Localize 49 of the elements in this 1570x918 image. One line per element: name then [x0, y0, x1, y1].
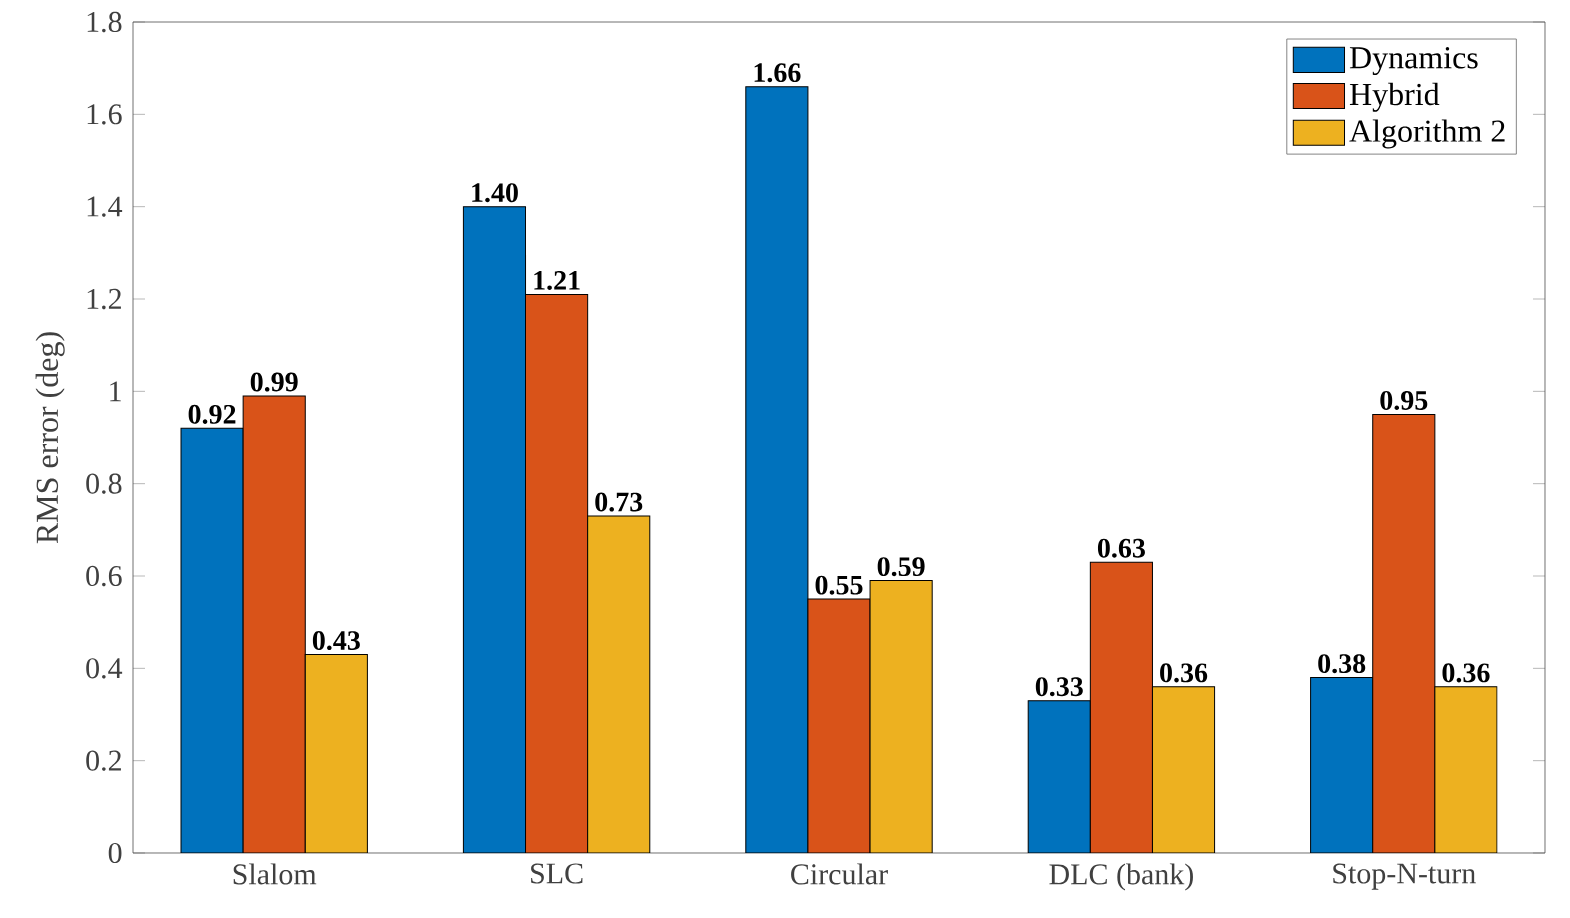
data-label: 0.95	[1380, 390, 1428, 411]
x-tick-label: DLC (bank)	[1049, 863, 1193, 891]
bar	[745, 86, 809, 853]
bar	[587, 515, 651, 853]
bar	[1028, 700, 1091, 853]
bar	[1152, 686, 1215, 853]
bar	[1310, 677, 1374, 853]
bar	[242, 395, 306, 853]
bar	[462, 206, 527, 853]
data-label: 0.59	[877, 557, 925, 577]
bar	[1434, 686, 1498, 853]
y-tick-label: 1	[110, 381, 121, 402]
data-label: 1.66	[754, 63, 801, 83]
legend-label: Hybrid	[1349, 82, 1440, 112]
legend-label: Algorithm 2	[1349, 119, 1505, 149]
data-label: 0.55	[815, 575, 863, 595]
x-tick-label: Circular	[791, 863, 888, 885]
y-tick-label: 1.4	[87, 196, 123, 217]
y-tick-label: 1.8	[87, 11, 122, 33]
x-tick-label: Stop-N-turn	[1333, 863, 1476, 890]
bar	[1372, 413, 1436, 853]
bar	[869, 580, 933, 853]
data-label: 0.36	[1160, 663, 1208, 683]
data-label: 0.36	[1442, 663, 1490, 683]
y-tick-label: 0.2	[86, 750, 121, 771]
y-tick-label: 0	[108, 842, 122, 864]
bar	[807, 598, 871, 853]
legend-label: Dynamics	[1349, 47, 1478, 76]
x-tick-label: SLC	[531, 863, 583, 884]
x-tick-label: Slalom	[233, 863, 317, 885]
data-label: 0.63	[1097, 538, 1145, 558]
data-label: 0.33	[1035, 677, 1083, 697]
y-tick-label: 0.4	[86, 658, 123, 679]
bar	[525, 293, 589, 853]
bar	[180, 427, 244, 853]
y-tick-label: 1.2	[87, 288, 121, 310]
data-label: 0.38	[1318, 654, 1366, 674]
data-label: 0.73	[595, 492, 643, 512]
data-label: 1.21	[534, 271, 580, 290]
data-label: 0.99	[250, 372, 298, 392]
y-tick-label: 1.6	[87, 104, 122, 125]
data-label: 1.40	[472, 183, 518, 203]
bar	[1090, 562, 1153, 853]
bar	[304, 653, 368, 853]
data-label: 0.92	[188, 404, 236, 424]
data-label: 0.43	[312, 631, 360, 651]
y-tick-label: 0.6	[86, 565, 122, 587]
y-axis-title: RMS error (deg)	[35, 332, 65, 544]
y-tick-label: 0.8	[86, 473, 122, 494]
